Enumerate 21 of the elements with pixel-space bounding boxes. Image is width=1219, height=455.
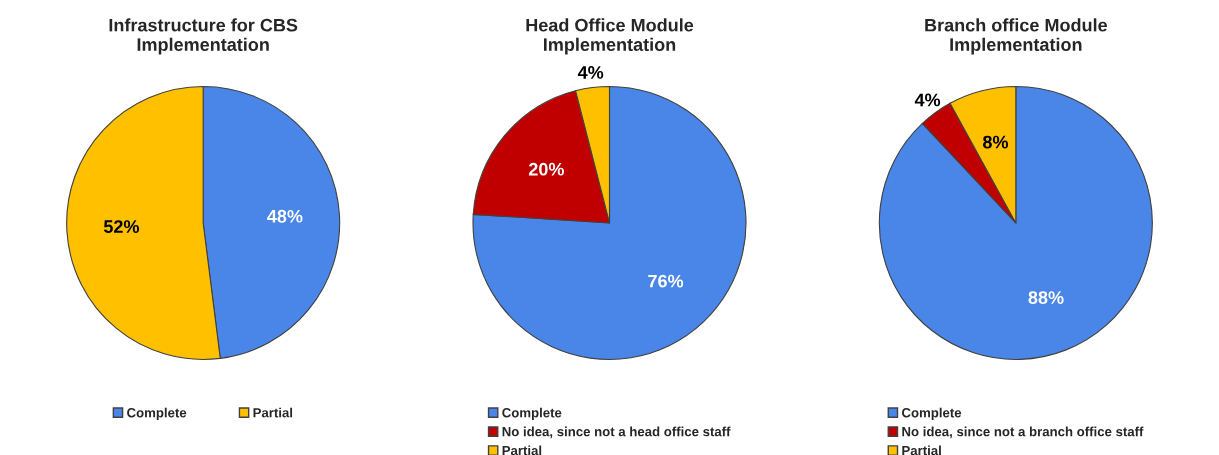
legend-label: Complete [902,407,962,421]
data-label: 20% [528,162,564,176]
chart-title: Infrastructure for CBS Implementation [109,18,298,55]
legend-label: Partial [253,407,293,418]
data-label: 88% [1028,291,1064,304]
chart-title: Head Office Module Implementation [526,18,694,55]
pie-slice [878,85,1153,361]
legend-label: Complete [502,407,562,421]
legend-label: No idea, since not a head office staff [502,426,731,439]
data-label: 52% [103,220,140,233]
legend-label: No idea, since not a branch office staff [902,426,1144,439]
data-label: 4% [577,66,604,79]
legend-label: Partial [502,445,542,455]
legend-label: Partial [902,445,941,455]
pie-slice [472,85,747,361]
data-label: 76% [648,274,684,288]
legend-label: Complete [127,407,187,421]
data-label: 8% [982,135,1009,149]
data-label: 48% [267,209,303,223]
chart-title: Branch office Module Implementation [925,18,1108,55]
data-label: 4% [914,93,941,107]
